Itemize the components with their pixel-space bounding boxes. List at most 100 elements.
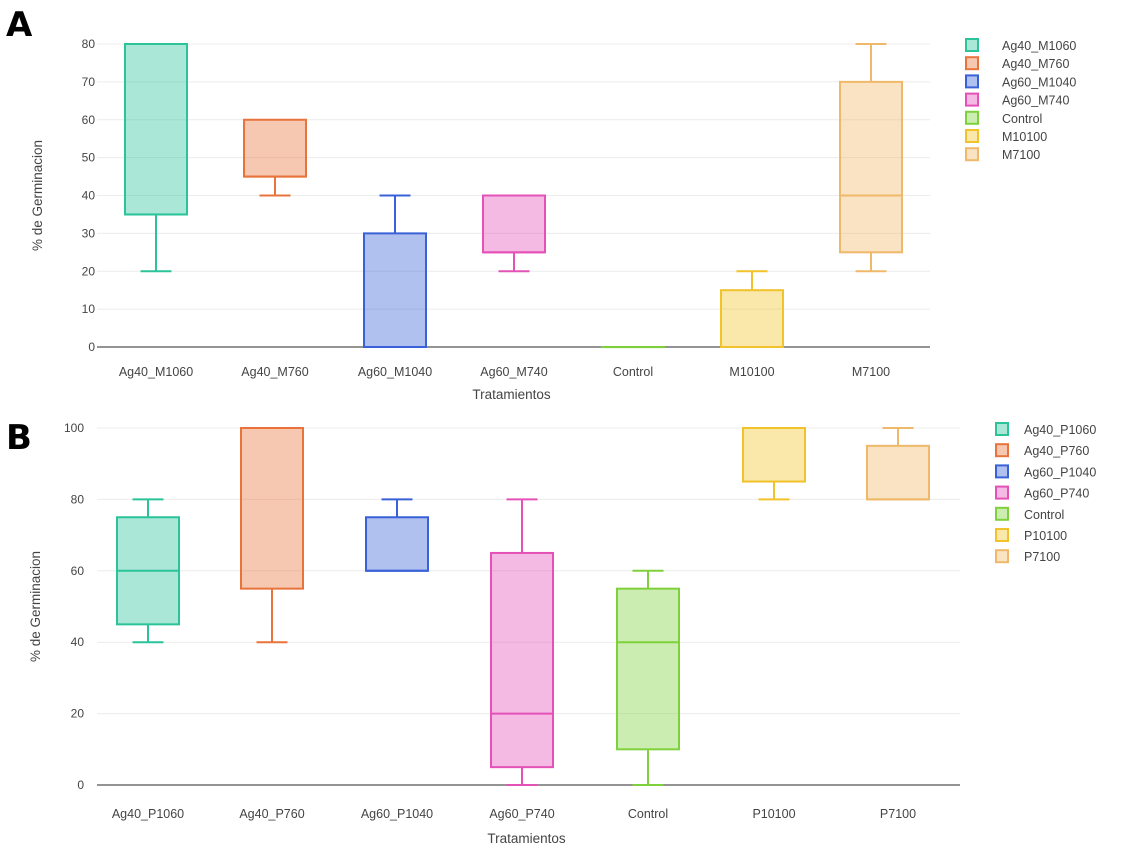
x-tick-label: Ag40_M1060 <box>119 365 193 379</box>
box-ag40_m760[interactable] <box>243 118 307 197</box>
panel-b-chart: 0 20 40 60 80 100 % de Germinacion Tratamientos… <box>28 421 1096 846</box>
box-p10100[interactable] <box>742 427 806 501</box>
y-tick-label: 60 <box>71 564 85 578</box>
box-body <box>243 118 307 178</box>
box-ag40_m1060[interactable] <box>124 43 188 273</box>
legend-label: Ag60_M740 <box>1002 94 1069 108</box>
x-tick-label: Ag40_P1060 <box>112 807 184 821</box>
legend-label: P10100 <box>1024 529 1067 543</box>
box-body <box>240 427 304 590</box>
x-tick-label: M7100 <box>852 365 890 379</box>
y-tick-label: 0 <box>88 340 95 354</box>
box-ag60_p740[interactable] <box>490 498 554 786</box>
legend-label: P7100 <box>1024 550 1060 564</box>
x-axis-title: Tratamientos <box>472 387 551 402</box>
legend-swatch <box>995 485 1009 500</box>
box-p7100[interactable] <box>866 427 930 501</box>
y-tick-label: 0 <box>77 778 84 792</box>
box-body <box>124 43 188 216</box>
legend-item-ag60_p740[interactable]: Ag60_P740 <box>995 485 1089 501</box>
y-tick-label: 10 <box>82 302 96 316</box>
box-body <box>742 427 806 483</box>
y-tick-label: 20 <box>82 264 96 278</box>
box-ag60_p1040[interactable] <box>365 498 429 572</box>
y-tick-label: 50 <box>82 151 96 165</box>
x-tick-label: Ag60_P740 <box>489 807 554 821</box>
legend-swatch <box>965 129 979 143</box>
box-body <box>363 232 427 348</box>
box-m7100[interactable] <box>839 43 903 273</box>
legend-swatch <box>995 443 1009 458</box>
legend-swatch <box>995 464 1009 479</box>
legend-item-ag40_m1060[interactable]: Ag40_M1060 <box>965 38 1076 53</box>
x-tick-label: P7100 <box>880 807 916 821</box>
legend-item-ag60_m1040[interactable]: Ag60_M1040 <box>965 74 1076 89</box>
y-tick-label: 40 <box>82 189 96 203</box>
box-body <box>866 444 930 501</box>
panel-a-chart: 0 10 20 30 40 50 60 70 80 % de Germinacion Tratami… <box>30 37 1076 402</box>
box-ag60_m740[interactable] <box>482 194 546 273</box>
legend-label: Control <box>1002 112 1042 126</box>
legend-item-ag40_p760[interactable]: Ag40_P760 <box>995 443 1089 458</box>
legend-item-control[interactable]: Control <box>965 110 1042 126</box>
legend-item-ag40_m760[interactable]: Ag40_M760 <box>965 56 1069 71</box>
legend-label: M7100 <box>1002 148 1040 162</box>
x-tick-label: Ag60_P1040 <box>361 807 433 821</box>
x-tick-label: Ag60_M740 <box>480 365 547 379</box>
box-body <box>720 289 784 348</box>
legend-item-m10100[interactable]: M10100 <box>965 129 1047 144</box>
x-tick-label: P10100 <box>752 807 795 821</box>
box-ag40_p760[interactable] <box>240 427 304 644</box>
y-tick-label: 40 <box>71 635 85 649</box>
legend-swatch <box>995 422 1009 436</box>
legend-item-control[interactable]: Control <box>995 506 1064 522</box>
legend-label: Ag60_P1040 <box>1024 465 1096 479</box>
box-ag40_p1060[interactable] <box>116 498 180 644</box>
box-m10100[interactable] <box>720 270 784 348</box>
x-tick-label: Ag40_M760 <box>241 365 308 379</box>
y-axis-title: % de Germinacion <box>28 551 43 662</box>
legend-label: Ag40_P1060 <box>1024 423 1096 437</box>
legend-label: Ag60_M1040 <box>1002 75 1076 89</box>
legend-item-ag60_p1040[interactable]: Ag60_P1040 <box>995 464 1096 479</box>
legend-swatch <box>965 147 979 162</box>
y-tick-label: 100 <box>64 421 84 435</box>
legend-swatch <box>965 56 979 71</box>
box-body <box>482 194 546 254</box>
y-tick-label: 60 <box>82 113 96 127</box>
x-tick-label: Control <box>613 365 653 379</box>
legend-item-p10100[interactable]: P10100 <box>995 528 1067 543</box>
legend-swatch <box>995 549 1009 564</box>
y-tick-label: 20 <box>71 707 85 721</box>
y-tick-label: 80 <box>82 37 96 51</box>
y-axis-title: % de Germinacion <box>30 140 45 251</box>
legend-swatch <box>965 110 979 125</box>
x-tick-label: M10100 <box>729 365 774 379</box>
box-body <box>616 587 680 751</box>
legend-item-m7100[interactable]: M7100 <box>965 147 1040 162</box>
legend-item-ag60_m740[interactable]: Ag60_M740 <box>965 92 1069 108</box>
legend-label: Control <box>1024 508 1064 522</box>
box-ag60_m1040[interactable] <box>363 194 427 348</box>
legend-swatch <box>965 38 979 52</box>
legend-swatch <box>965 92 979 107</box>
legend-swatch <box>995 506 1009 521</box>
box-body <box>490 551 554 769</box>
legend-label: Ag40_P760 <box>1024 444 1089 458</box>
legend-item-ag40_p1060[interactable]: Ag40_P1060 <box>995 422 1096 437</box>
legend-label: Ag40_M760 <box>1002 57 1069 71</box>
x-axis-title: Tratamientos <box>487 831 566 846</box>
legend-item-p7100[interactable]: P7100 <box>995 549 1060 564</box>
legend-label: Ag60_P740 <box>1024 487 1089 501</box>
panel-letter-a: A <box>6 5 33 45</box>
x-tick-label: Ag60_M1040 <box>358 365 432 379</box>
legend-swatch <box>995 528 1009 542</box>
legend-label: M10100 <box>1002 130 1047 144</box>
y-tick-label: 70 <box>82 75 96 89</box>
x-tick-label: Control <box>628 807 668 821</box>
legend-swatch <box>965 74 979 89</box>
y-tick-label: 30 <box>82 226 96 240</box>
box-control[interactable] <box>616 569 680 786</box>
box-body <box>365 516 429 572</box>
